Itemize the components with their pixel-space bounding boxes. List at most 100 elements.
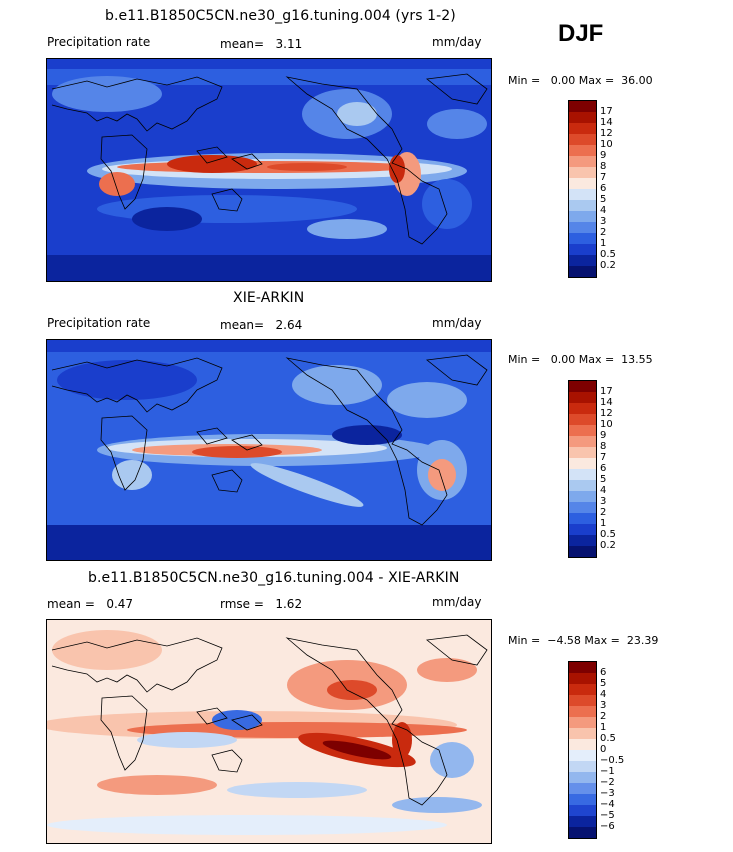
colorbar-swatch bbox=[569, 805, 596, 816]
colorbar-swatch bbox=[569, 827, 596, 838]
colorbar-tick-label: 5 bbox=[600, 194, 607, 205]
colorbar-tick-label: 1 bbox=[600, 722, 607, 733]
colorbar-swatch bbox=[569, 706, 596, 717]
colorbar-tick-label: 0.5 bbox=[600, 733, 616, 744]
colorbar-tick-label: −0.5 bbox=[600, 755, 625, 766]
colorbar-swatch bbox=[569, 403, 596, 414]
colorbar-swatch bbox=[569, 123, 596, 134]
colorbar-tick-label: 2 bbox=[600, 227, 607, 238]
colorbar-swatch bbox=[569, 546, 596, 557]
colorbar-swatch bbox=[569, 469, 596, 480]
colorbar-tick-label: 17 bbox=[600, 386, 613, 397]
colorbar-tick-label: 7 bbox=[600, 452, 607, 463]
colorbar-swatch bbox=[569, 535, 596, 546]
colorbar-tick-label: 8 bbox=[600, 161, 607, 172]
colorbar-swatch bbox=[569, 673, 596, 684]
colorbar-swatch bbox=[569, 222, 596, 233]
colorbar-swatch bbox=[569, 684, 596, 695]
colorbar-swatch bbox=[569, 513, 596, 524]
colorbar-tick-label: 9 bbox=[600, 430, 607, 441]
colorbar-tick-label: −2 bbox=[600, 777, 615, 788]
colorbar-tick-label: 0.5 bbox=[600, 249, 616, 260]
panel-title: XIE-ARKIN bbox=[233, 290, 305, 306]
colorbar-tick-label: 6 bbox=[600, 667, 607, 678]
colorbar-swatch bbox=[569, 739, 596, 750]
colorbar-tick-label: 0.2 bbox=[600, 260, 616, 271]
colorbar-tick-label: 0.5 bbox=[600, 529, 616, 540]
colorbar-tick-label: −3 bbox=[600, 788, 615, 799]
colorbar-tick-label: 9 bbox=[600, 150, 607, 161]
colorbar-swatch bbox=[569, 447, 596, 458]
mean-label: mean= 2.64 bbox=[220, 318, 303, 332]
colorbar-tick-label: 7 bbox=[600, 172, 607, 183]
colorbar-swatch bbox=[569, 425, 596, 436]
colorbar-tick-label: 12 bbox=[600, 128, 613, 139]
colorbar-tick-label: 14 bbox=[600, 397, 613, 408]
colorbar-swatch bbox=[569, 491, 596, 502]
colorbar-tick-label: 8 bbox=[600, 441, 607, 452]
colorbar-swatch bbox=[569, 772, 596, 783]
colorbar-tick-label: 4 bbox=[600, 485, 607, 496]
colorbar-swatch bbox=[569, 145, 596, 156]
colorbar-swatch bbox=[569, 255, 596, 266]
colorbar-swatch bbox=[569, 728, 596, 739]
colorbar-swatch bbox=[569, 717, 596, 728]
panel-title: b.e11.B1850C5CN.ne30_g16.tuning.004 (yrs… bbox=[105, 8, 456, 24]
colorbar-tick-label: 4 bbox=[600, 205, 607, 216]
precip-map bbox=[46, 58, 492, 282]
colorbar-tick-label: 12 bbox=[600, 408, 613, 419]
colorbar-swatch bbox=[569, 244, 596, 255]
colorbar-tick-label: 5 bbox=[600, 474, 607, 485]
mean-label: mean = 0.47 bbox=[47, 597, 134, 611]
colorbar-swatch bbox=[569, 134, 596, 145]
field-label: Precipitation rate bbox=[47, 35, 151, 49]
colorbar-tick-label: 14 bbox=[600, 117, 613, 128]
colorbar-swatch bbox=[569, 436, 596, 447]
colorbar-swatch bbox=[569, 211, 596, 222]
colorbar-tick-label: 1 bbox=[600, 518, 607, 529]
units-label: mm/day bbox=[432, 35, 482, 49]
colorbar-swatch bbox=[569, 414, 596, 425]
colorbar-swatch bbox=[569, 167, 596, 178]
colorbar-tick-label: −5 bbox=[600, 810, 615, 821]
colorbar-tick-label: 10 bbox=[600, 419, 613, 430]
units-label: mm/day bbox=[432, 316, 482, 330]
field-label: Precipitation rate bbox=[47, 316, 151, 330]
colorbar-swatch bbox=[569, 200, 596, 211]
colorbar-swatch bbox=[569, 266, 596, 277]
colorbar-swatch bbox=[569, 381, 596, 392]
colorbar-swatch bbox=[569, 392, 596, 403]
colorbar-tick-label: −1 bbox=[600, 766, 615, 777]
colorbar-tick-label: −4 bbox=[600, 799, 615, 810]
colorbar-swatch bbox=[569, 189, 596, 200]
colorbar-tick-label: 3 bbox=[600, 700, 607, 711]
colorbar-tick-label: 0 bbox=[600, 744, 607, 755]
colorbar-swatch bbox=[569, 156, 596, 167]
min-max-label: Min = 0.00 Max = 36.00 bbox=[508, 74, 653, 87]
colorbar-swatch bbox=[569, 480, 596, 491]
colorbar-swatch bbox=[569, 524, 596, 535]
colorbar-swatch bbox=[569, 761, 596, 772]
min-max-label: Min = 0.00 Max = 13.55 bbox=[508, 353, 653, 366]
colorbar-swatch bbox=[569, 112, 596, 123]
colorbar-swatch bbox=[569, 816, 596, 827]
colorbar-swatch bbox=[569, 695, 596, 706]
colorbar-swatch bbox=[569, 458, 596, 469]
season-label: DJF bbox=[558, 20, 604, 47]
colorbar-tick-label: 10 bbox=[600, 139, 613, 150]
colorbar-tick-label: 6 bbox=[600, 463, 607, 474]
colorbar-tick-label: 3 bbox=[600, 496, 607, 507]
panel-title: b.e11.B1850C5CN.ne30_g16.tuning.004 - XI… bbox=[88, 570, 460, 586]
colorbar-swatch bbox=[569, 783, 596, 794]
colorbar-tick-label: 6 bbox=[600, 183, 607, 194]
colorbar-tick-label: 1 bbox=[600, 238, 607, 249]
difference-map bbox=[46, 619, 492, 844]
mean-label: mean= 3.11 bbox=[220, 37, 303, 51]
colorbar-tick-label: 3 bbox=[600, 216, 607, 227]
precip-map bbox=[46, 339, 492, 561]
colorbar-tick-label: 5 bbox=[600, 678, 607, 689]
colorbar bbox=[568, 380, 597, 558]
colorbar bbox=[568, 100, 597, 278]
colorbar-swatch bbox=[569, 662, 596, 673]
units-label: mm/day bbox=[432, 595, 482, 609]
